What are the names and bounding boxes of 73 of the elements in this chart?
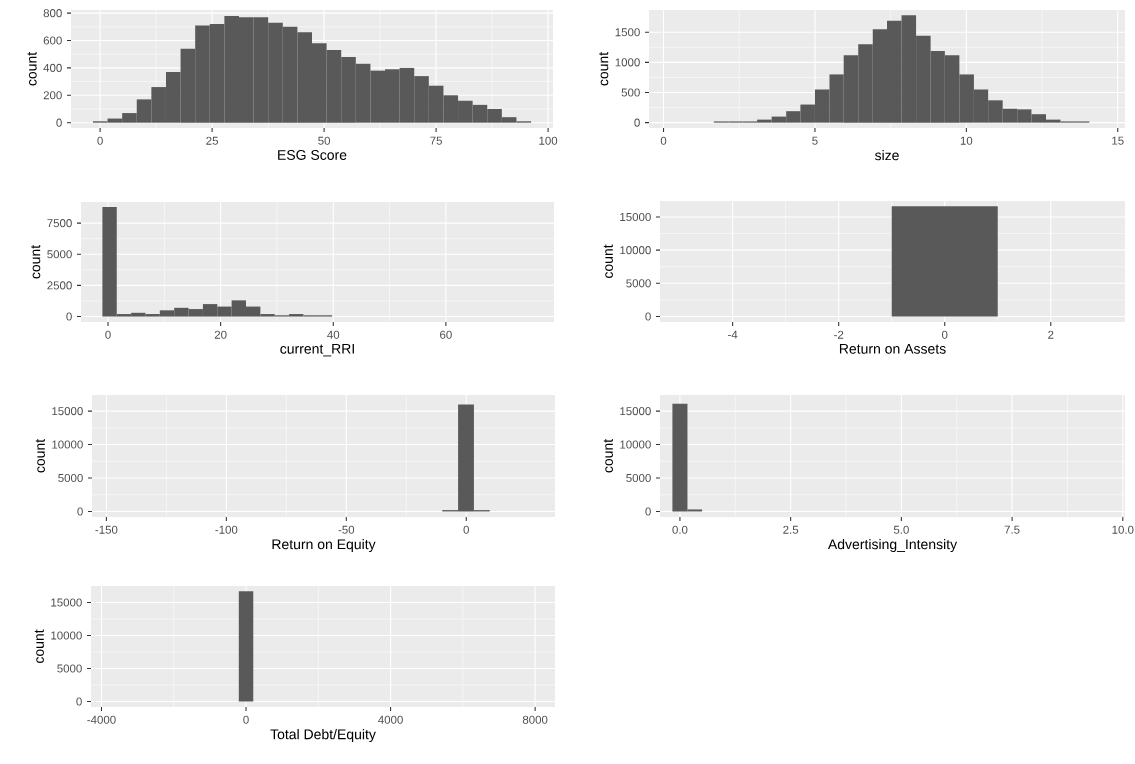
y-tick-label: 5000 — [626, 279, 651, 288]
y-axis-title: count — [603, 438, 613, 473]
x-tick-label: 25 — [206, 136, 218, 145]
x-axis-title: size — [874, 149, 899, 161]
y-tick-label: 5000 — [57, 664, 82, 673]
x-tick-label: -2 — [834, 330, 844, 339]
x-axis-title: current_RRI — [280, 343, 354, 357]
x-tick-label: -4000 — [87, 715, 116, 724]
x-tick-label: 2.5 — [783, 525, 799, 534]
x-tick-label: 2 — [1048, 330, 1054, 339]
x-tick-label: 100 — [539, 136, 558, 145]
y-tick-label: 7500 — [47, 219, 72, 228]
y-tick-label: 600 — [43, 36, 62, 45]
x-tick-label: 0 — [105, 330, 111, 339]
x-tick-label: 5 — [812, 136, 818, 145]
y-tick-label: 0 — [76, 697, 82, 706]
x-axis-title: Return on Assets — [839, 343, 946, 354]
x-tick-label: 8000 — [522, 715, 548, 724]
x-axis-title: ESG Score — [278, 150, 347, 160]
y-tick-label: 5000 — [47, 250, 72, 259]
x-tick-label: 0 — [97, 136, 103, 145]
y-tick-label: 400 — [43, 63, 62, 72]
y-axis-title: count — [34, 629, 44, 664]
x-tick-label: 75 — [430, 136, 442, 145]
x-tick-label: 40 — [327, 330, 340, 339]
y-tick-label: 800 — [43, 9, 62, 18]
y-tick-label: 10000 — [51, 631, 82, 640]
y-tick-label: 200 — [43, 91, 62, 100]
x-tick-label: 15 — [1112, 136, 1124, 145]
y-tick-label: 15000 — [52, 407, 83, 416]
x-tick-label: 0 — [941, 330, 948, 339]
y-axis-title: count — [27, 51, 37, 86]
y-tick-label: 15000 — [51, 598, 82, 607]
y-tick-label: 15000 — [620, 407, 651, 416]
y-axis-title: count — [599, 51, 609, 86]
x-tick-label: 50 — [318, 136, 331, 145]
y-tick-label: 10000 — [620, 440, 651, 449]
y-tick-label: 0 — [56, 118, 62, 127]
x-tick-label: 10.0 — [1112, 525, 1134, 534]
y-tick-label: 2500 — [47, 281, 72, 290]
y-tick-label: 5000 — [626, 473, 651, 483]
x-tick-label: -4 — [728, 330, 738, 339]
x-axis-title: Return on Equity — [272, 538, 376, 553]
x-tick-label: -100 — [215, 525, 238, 534]
y-axis-title: count — [603, 244, 613, 279]
x-tick-label: 4000 — [378, 715, 403, 724]
y-tick-label: 1500 — [615, 28, 640, 37]
x-tick-label: 0 — [463, 525, 469, 534]
x-tick-label: 7.5 — [1004, 525, 1020, 534]
x-tick-label: 10 — [960, 136, 973, 145]
y-tick-label: 0 — [645, 507, 651, 516]
y-tick-label: 0 — [66, 312, 72, 321]
y-tick-label: 1000 — [615, 58, 640, 67]
x-tick-label: 0.0 — [672, 525, 688, 534]
x-tick-label: 5.0 — [893, 525, 909, 534]
y-tick-label: 10000 — [52, 440, 83, 449]
x-tick-label: 60 — [440, 330, 452, 339]
x-tick-label: 0 — [243, 715, 249, 724]
y-tick-label: 5000 — [58, 473, 83, 483]
y-tick-label: 15000 — [620, 212, 651, 222]
x-tick-label: 0 — [660, 136, 667, 145]
y-tick-label: 0 — [77, 507, 83, 516]
y-tick-label: 500 — [621, 88, 640, 97]
y-tick-label: 0 — [645, 312, 651, 321]
x-tick-label: 20 — [214, 330, 227, 339]
y-tick-label: 0 — [634, 118, 640, 127]
y-axis-title: count — [31, 244, 41, 279]
x-axis-title: Total Debt/Equity — [270, 728, 376, 743]
y-axis-title: count — [35, 438, 45, 473]
x-tick-label: -150 — [95, 525, 118, 534]
y-tick-label: 10000 — [620, 246, 651, 255]
x-tick-label: -50 — [338, 525, 355, 534]
x-axis-title: Advertising_Intensity — [827, 538, 958, 553]
